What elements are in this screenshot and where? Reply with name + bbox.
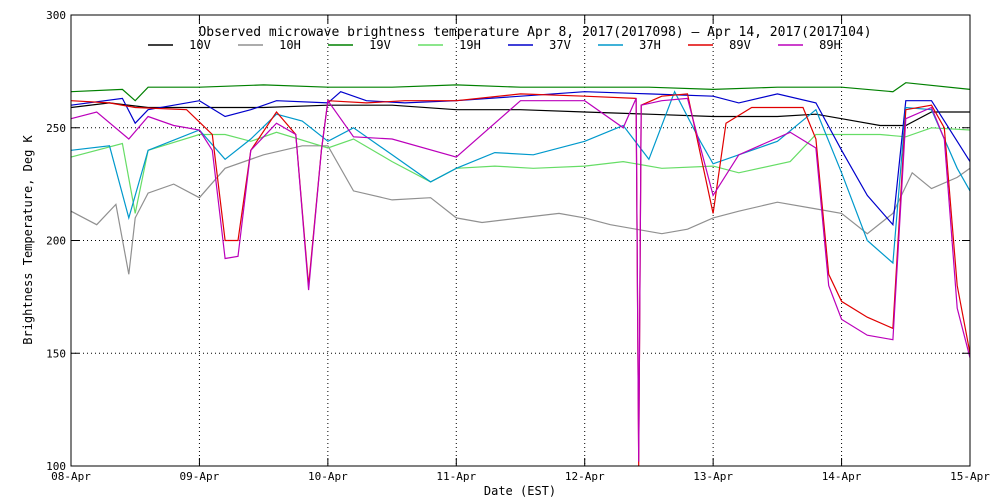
- legend-label-19v: 19V: [369, 38, 391, 52]
- legend-label-19h: 19H: [459, 38, 481, 52]
- series-line-19v: [70, 82, 971, 102]
- chart-title: Observed microwave brightness temperatur…: [198, 25, 871, 40]
- y-tick-label: 150: [46, 347, 66, 360]
- x-axis-label: Date (EST): [484, 484, 556, 498]
- series-lines: [70, 82, 971, 467]
- x-tick-label: 15-Apr: [950, 470, 990, 483]
- series-line-37v: [70, 91, 971, 227]
- legend-label-10h: 10H: [279, 38, 301, 52]
- x-tick-label: 12-Apr: [565, 470, 605, 483]
- x-tick-label: 14-Apr: [822, 470, 862, 483]
- y-tick-label: 200: [46, 235, 66, 248]
- grid-lines: [71, 15, 970, 466]
- x-axis-ticks: 08-Apr 09-Apr 10-Apr 11-Apr 12-Apr 13-Apr 14-A…: [51, 15, 990, 483]
- legend-label-10v: 10V: [189, 38, 211, 52]
- series-line-10v: [70, 102, 970, 127]
- y-axis-label: Brightness Temperature, Deg K: [21, 134, 35, 344]
- y-tick-label: 100: [46, 460, 66, 473]
- series-line-10h: [70, 145, 971, 275]
- legend-label-89h: 89H: [819, 38, 841, 52]
- x-tick-label: 08-Apr: [51, 470, 91, 483]
- x-tick-label: 13-Apr: [693, 470, 733, 483]
- x-tick-label: 11-Apr: [436, 470, 476, 483]
- y-axis-ticks: 100 150 200 250 300: [46, 9, 970, 473]
- series-line-37h: [70, 90, 971, 265]
- legend: 10V 10H 19V 19H 37V 37H 89V 89H: [148, 38, 841, 52]
- legend-label-89v: 89V: [729, 38, 751, 52]
- series-line-89h: [70, 97, 971, 462]
- y-tick-label: 300: [46, 9, 66, 22]
- legend-label-37v: 37V: [549, 38, 571, 52]
- y-tick-label: 250: [46, 122, 66, 135]
- series-line-89v: [70, 93, 971, 467]
- x-tick-label: 10-Apr: [308, 470, 348, 483]
- legend-label-37h: 37H: [639, 38, 661, 52]
- x-tick-label: 09-Apr: [180, 470, 220, 483]
